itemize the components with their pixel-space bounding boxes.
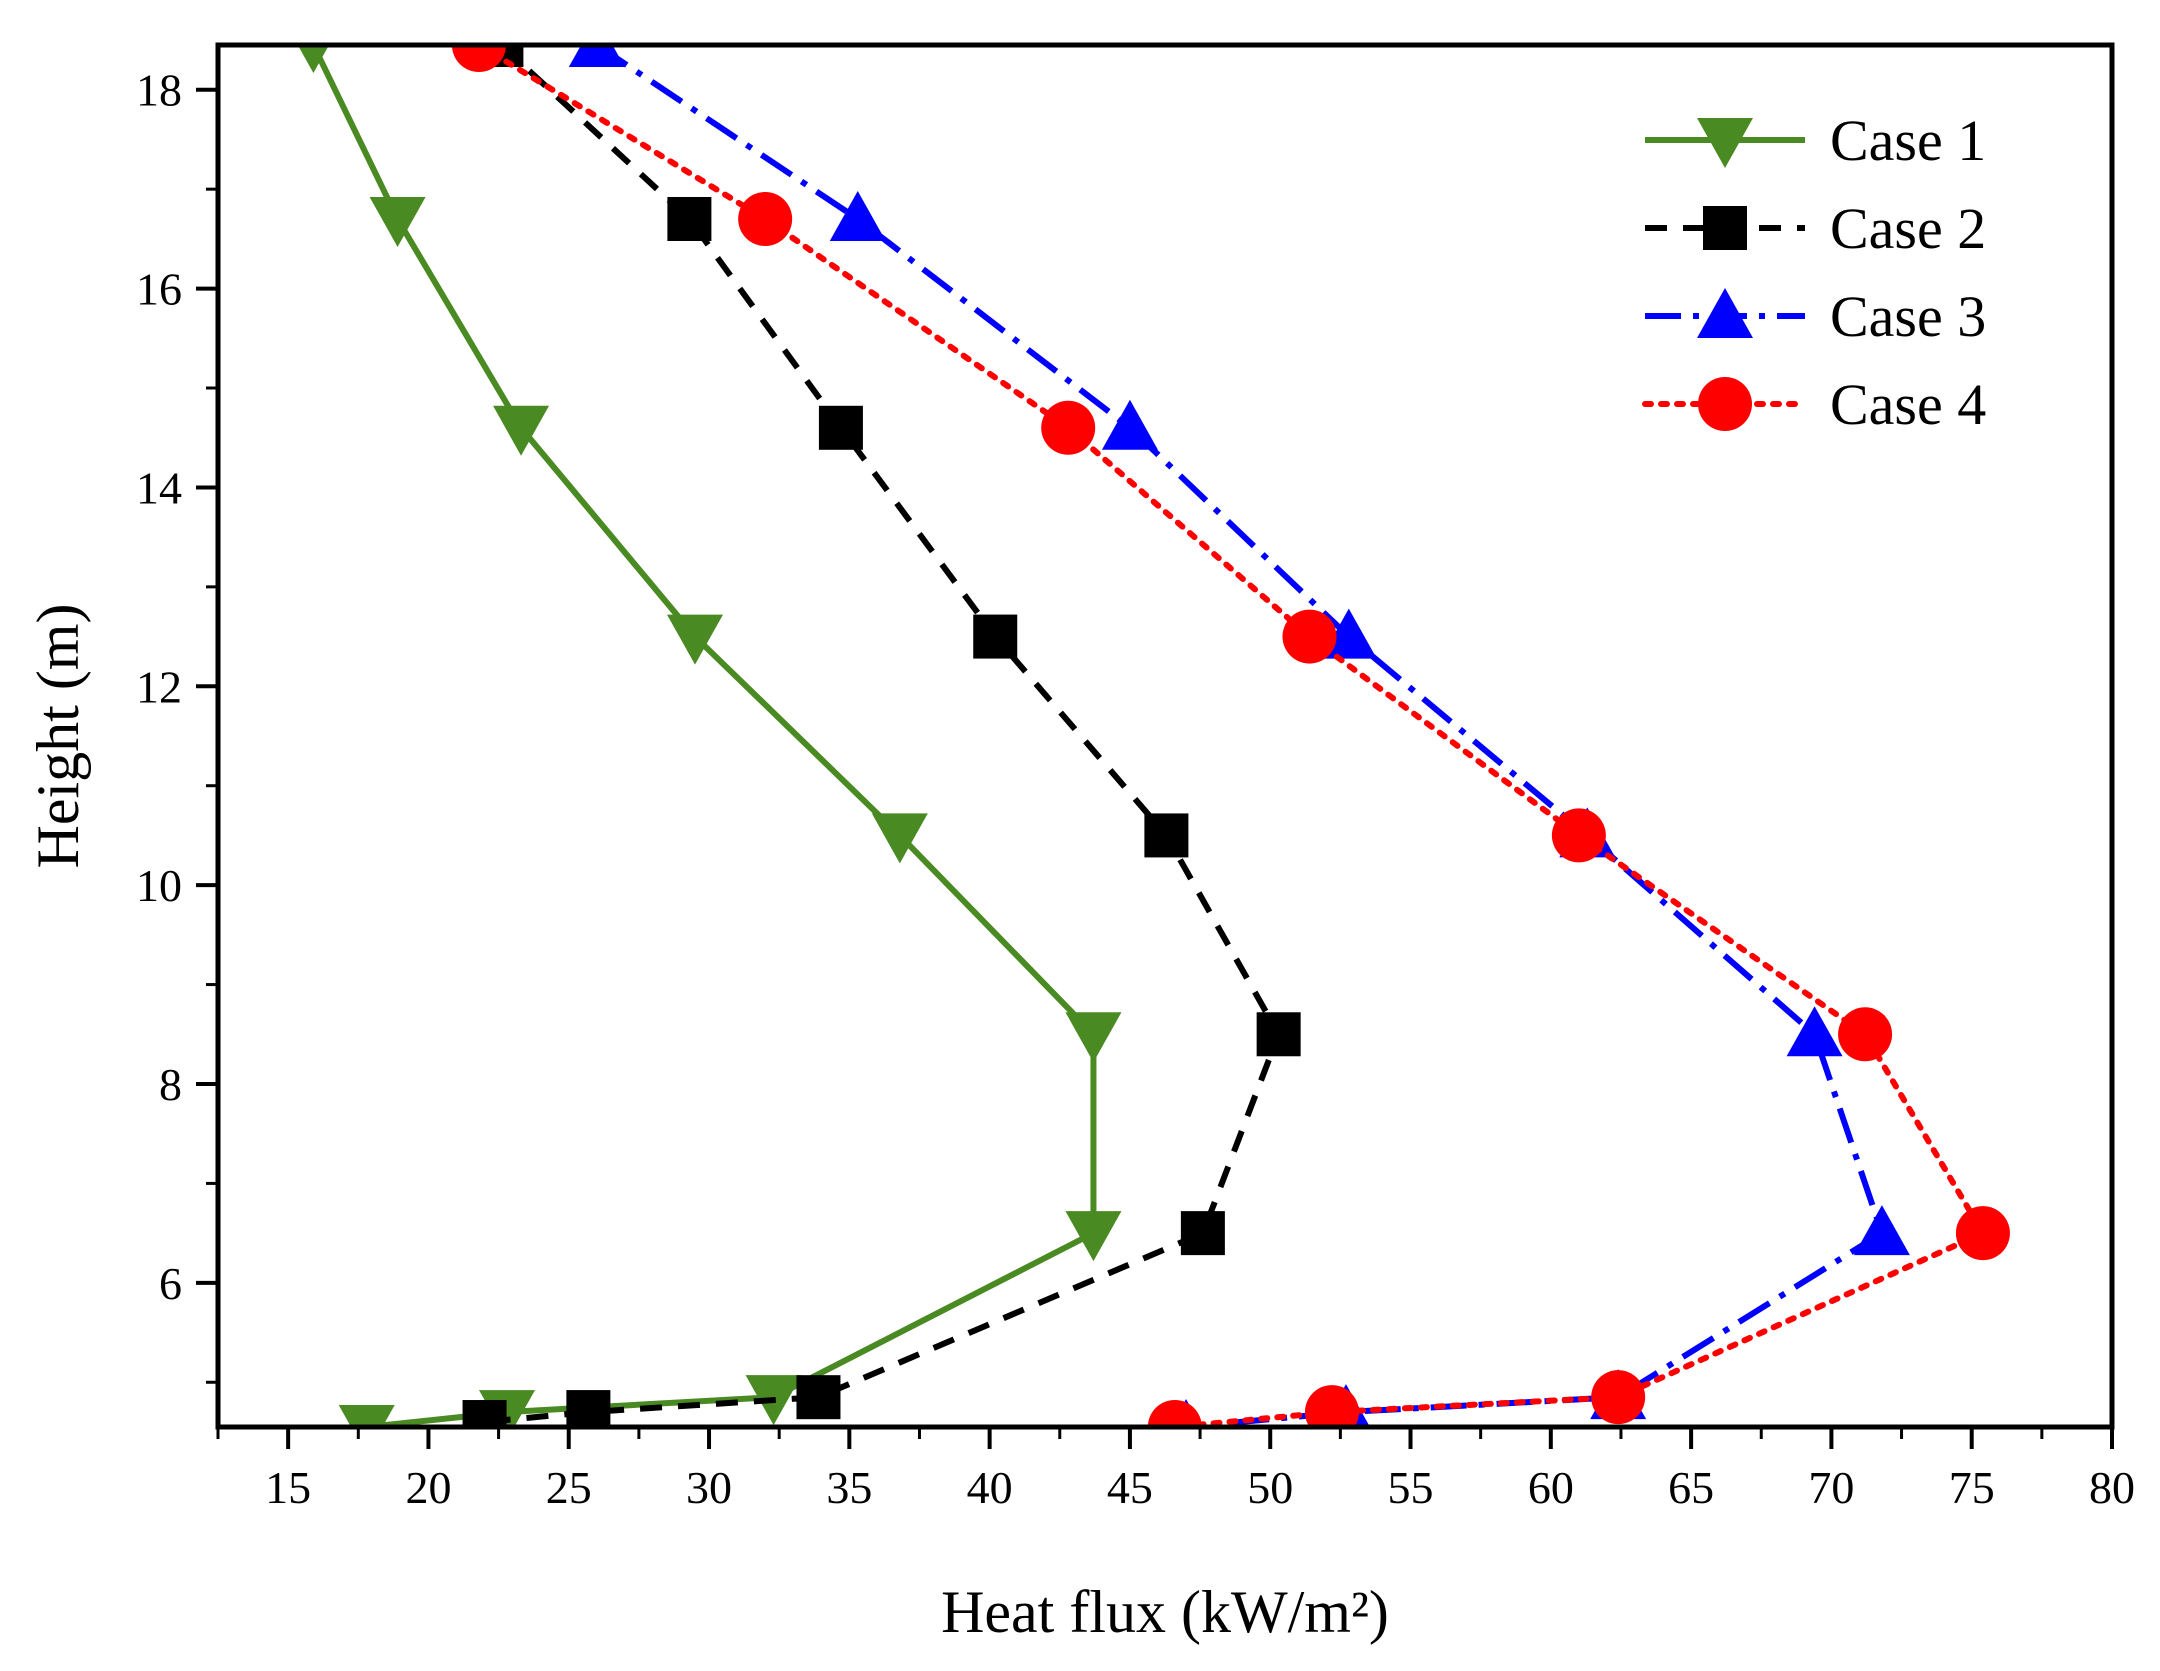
y-axis-ticks: 6 8 10 12 14 16 18 (136, 65, 218, 1384)
legend-item: Case 4 (1642, 372, 1986, 437)
x-tick-label: 35 (826, 1462, 872, 1513)
x-tick-label: 70 (1808, 1462, 1854, 1513)
legend-label: Case 3 (1830, 284, 1986, 349)
data-point (1101, 399, 1158, 450)
x-axis-ticks: 15 20 25 30 35 40 45 50 55 60 65 70 75 80 (216, 1427, 2135, 1513)
x-axis-title: Heat flux (kW/m²) (941, 1579, 1389, 1645)
data-point (462, 1400, 507, 1427)
data-point (973, 614, 1018, 659)
data-point (1147, 1400, 1202, 1427)
legend-marker (1697, 288, 1753, 338)
x-tick-label: 60 (1528, 1462, 1574, 1513)
data-point (568, 45, 625, 67)
data-point (1282, 609, 1337, 664)
series-line (475, 45, 1986, 1427)
data-point (1955, 1206, 2010, 1261)
legend-label: Case 1 (1830, 108, 1986, 173)
data-point (1591, 1370, 1646, 1425)
x-tick-label: 75 (1949, 1462, 1995, 1513)
data-point (1551, 808, 1606, 863)
legend-label: Case 2 (1830, 196, 1986, 261)
data-point (369, 196, 426, 247)
legend-marker (1698, 377, 1752, 431)
x-tick-label: 30 (686, 1462, 732, 1513)
data-point (479, 1390, 536, 1427)
x-tick-label: 25 (546, 1462, 592, 1513)
data-point (1786, 1006, 1843, 1057)
data-point (667, 614, 724, 665)
series-line (484, 45, 1282, 1426)
legend-marker (1697, 118, 1753, 168)
y-tick-label: 14 (136, 462, 182, 513)
plot-frame (215, 42, 2115, 1430)
legend-item: Case 1 (1645, 108, 1986, 173)
data-point (1065, 1211, 1122, 1262)
data-point (1853, 1205, 1910, 1256)
y-tick-label: 16 (136, 264, 182, 315)
data-point (1320, 608, 1377, 659)
y-tick-label: 8 (159, 1059, 182, 1110)
data-point (1065, 1012, 1122, 1063)
data-point (1144, 813, 1189, 858)
legend-item: Case 2 (1645, 196, 1986, 261)
data-point (297, 45, 330, 73)
x-tick-label: 55 (1388, 1462, 1434, 1513)
x-tick-label: 20 (405, 1462, 451, 1513)
legend: Case 1 Case 2 Case 3 Case 4 (1642, 108, 1986, 437)
x-tick-label: 65 (1668, 1462, 1714, 1513)
legend-label: Case 4 (1830, 372, 1986, 437)
x-tick-label: 15 (265, 1462, 311, 1513)
series-1 (297, 45, 1122, 1427)
legend-item: Case 3 (1645, 284, 1986, 349)
y-tick-label: 12 (136, 661, 182, 712)
y-axis-title: Height (m) (25, 604, 91, 869)
y-tick-label: 10 (136, 860, 182, 911)
data-point (871, 813, 928, 864)
data-point (1041, 400, 1096, 455)
data-point (566, 1390, 611, 1427)
series-line (310, 45, 1097, 1427)
data-point (829, 190, 886, 241)
y-tick-label: 6 (159, 1258, 182, 1309)
series-layer (297, 45, 2010, 1427)
data-point (1256, 1012, 1301, 1057)
data-point (1304, 1385, 1359, 1427)
series-line (595, 45, 1885, 1427)
data-point (451, 45, 506, 72)
data-point (1180, 1211, 1225, 1256)
y-tick-label: 18 (136, 65, 182, 116)
data-point (667, 196, 712, 241)
x-tick-label: 40 (967, 1462, 1013, 1513)
legend-marker (1703, 206, 1747, 250)
x-tick-label: 50 (1247, 1462, 1293, 1513)
x-tick-label: 80 (2089, 1462, 2135, 1513)
data-point (796, 1375, 841, 1420)
data-point (1838, 1007, 1893, 1062)
data-point (738, 191, 793, 246)
x-tick-label: 45 (1107, 1462, 1153, 1513)
data-point (338, 1405, 395, 1427)
data-point (493, 405, 550, 456)
data-point (818, 405, 863, 450)
series-4 (451, 45, 2010, 1427)
